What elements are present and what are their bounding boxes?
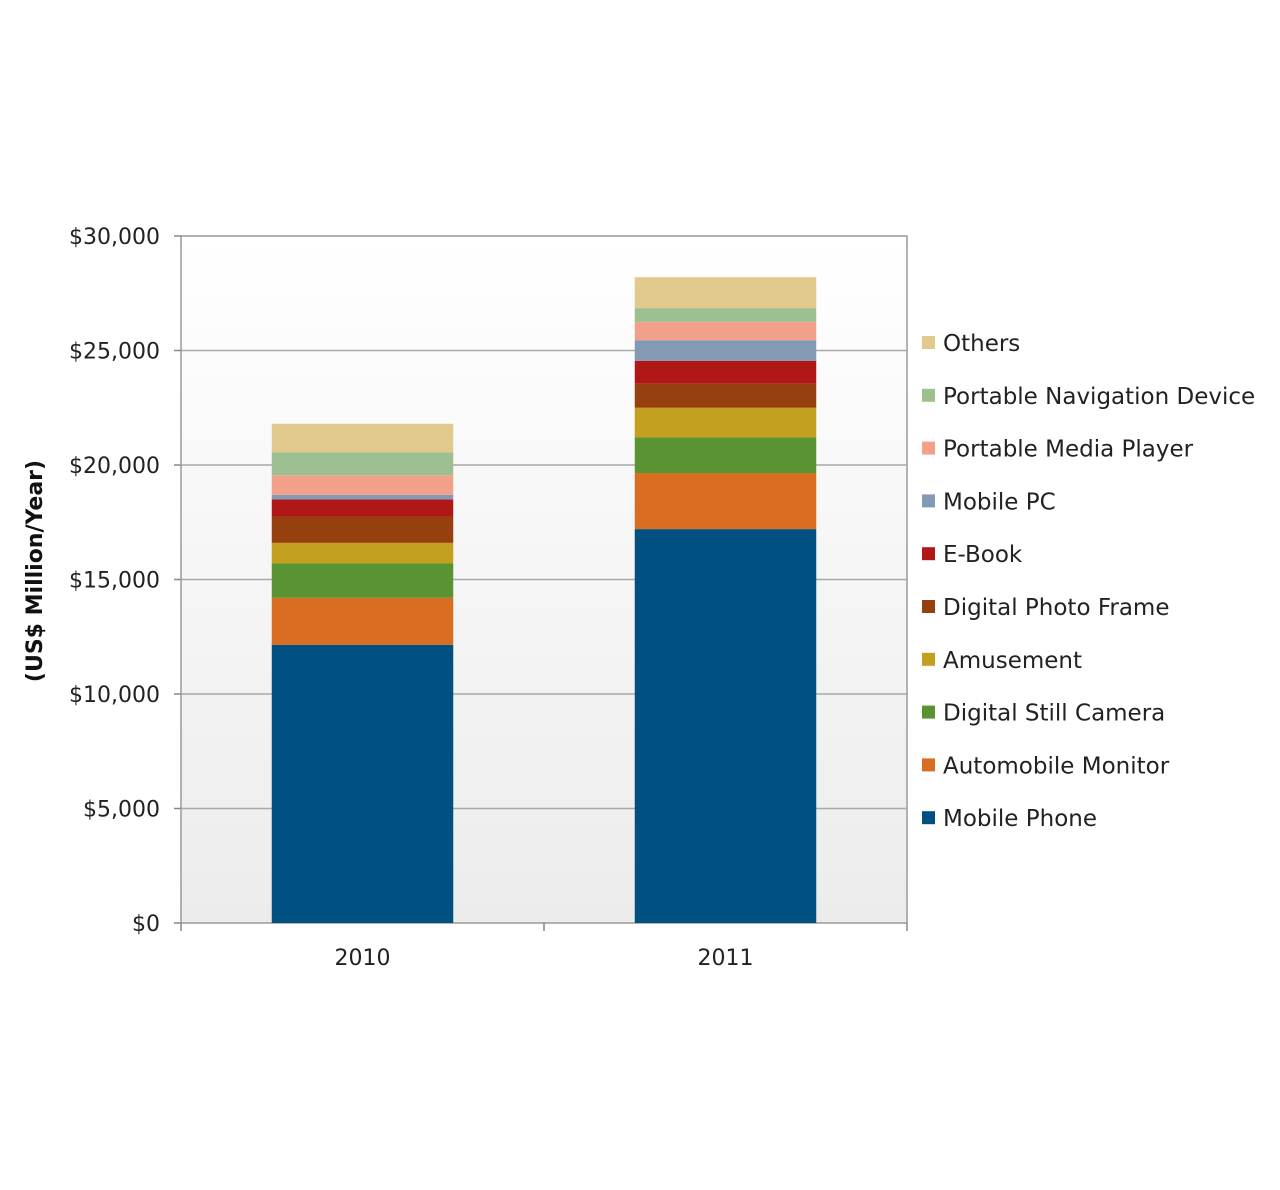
bar-segment: [271, 475, 454, 495]
bar-segment: [634, 340, 817, 361]
bar-segment: [271, 644, 454, 923]
y-tick-label: $5,000: [83, 798, 160, 823]
legend-swatch: [922, 388, 935, 402]
bar-segment: [271, 563, 454, 598]
y-tick-label: $20,000: [69, 454, 160, 479]
bar-segment: [634, 529, 817, 923]
bar-segment: [634, 360, 817, 384]
legend: Others Portable Navigation Device Portable…: [922, 331, 1255, 832]
bar-segment: [634, 437, 817, 474]
bar-segment: [271, 452, 454, 476]
legend-label: Portable Navigation Device: [943, 384, 1255, 410]
x-tick-label: 2010: [335, 946, 391, 971]
y-axis-label: (US$ Million/Year): [23, 460, 48, 682]
x-tick-label: 2011: [698, 946, 754, 971]
bars: [271, 277, 817, 923]
y-tick-label: $0: [132, 912, 160, 937]
legend-swatch: [922, 652, 935, 666]
bar-segment: [634, 473, 817, 530]
legend-label: Digital Still Camera: [943, 701, 1165, 727]
legend-swatch: [922, 441, 935, 455]
legend-swatch: [922, 547, 935, 561]
legend-label: Mobile PC: [943, 489, 1056, 515]
legend-swatch: [922, 758, 935, 772]
bar-segment: [634, 407, 817, 438]
legend-label: Automobile Monitor: [943, 753, 1170, 779]
bar-segment: [634, 383, 817, 408]
legend-swatch: [922, 336, 935, 349]
bar-segment: [271, 423, 454, 453]
legend-swatch: [922, 494, 935, 508]
bar-segment: [271, 499, 454, 517]
legend-label: Mobile Phone: [943, 806, 1097, 832]
legend-label: Portable Media Player: [943, 437, 1194, 463]
bar-segment: [634, 277, 817, 309]
bar-segment: [271, 494, 454, 500]
legend-swatch: [922, 811, 935, 825]
y-tick-label: $15,000: [69, 569, 160, 594]
legend-swatch: [922, 705, 935, 719]
y-axis: $0 $5,000 $10,000 $15,000 $20,000 $25,000 $30,…: [69, 225, 181, 937]
bar-segment: [634, 308, 817, 322]
legend-label: E-Book: [943, 542, 1023, 568]
bar-segment: [271, 597, 454, 645]
y-tick-label: $25,000: [69, 340, 160, 365]
bar-segment: [271, 516, 454, 543]
legend-label: Others: [943, 331, 1020, 357]
bar-segment: [271, 542, 454, 564]
legend-swatch: [922, 600, 935, 613]
y-tick-label: $10,000: [69, 683, 160, 708]
bar-segment: [634, 321, 817, 341]
y-tick-label: $30,000: [69, 225, 160, 250]
legend-label: Digital Photo Frame: [943, 595, 1170, 621]
legend-label: Amusement: [943, 648, 1082, 674]
x-axis: 2010 2011: [180, 923, 908, 971]
